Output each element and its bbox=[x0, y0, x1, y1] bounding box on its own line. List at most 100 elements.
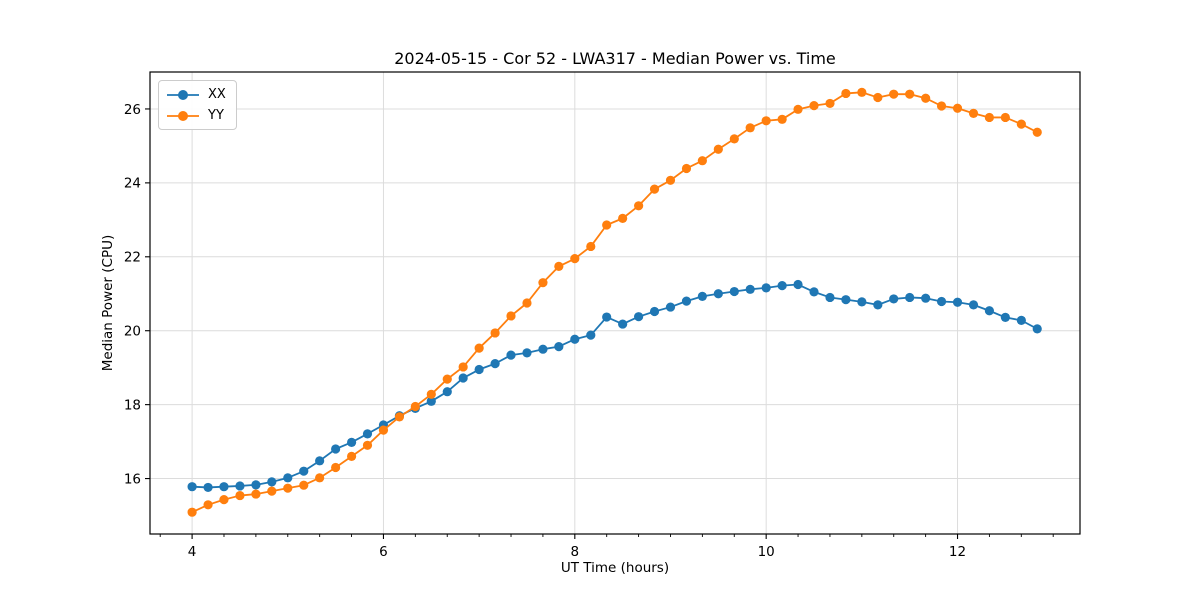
data-point-YY bbox=[857, 87, 867, 97]
data-point-YY bbox=[331, 462, 341, 473]
data-point-YY bbox=[458, 362, 468, 372]
legend-label-xx: XX bbox=[208, 87, 226, 102]
legend-label-yy: YY bbox=[208, 108, 224, 123]
x-tick-label: 4 bbox=[188, 544, 197, 560]
data-point-YY bbox=[665, 175, 676, 185]
data-point-YY bbox=[283, 483, 293, 493]
x-tick-label: 8 bbox=[571, 544, 580, 560]
legend-item-xx: XX bbox=[166, 85, 226, 104]
data-point-YY bbox=[634, 201, 644, 211]
data-point-YY bbox=[410, 401, 420, 412]
data-point-YY bbox=[251, 489, 261, 499]
data-point-XX bbox=[921, 293, 931, 303]
data-point-YY bbox=[761, 116, 771, 126]
data-point-XX bbox=[506, 350, 516, 360]
data-point-XX bbox=[522, 348, 532, 358]
y-tick-label: 22 bbox=[124, 250, 141, 266]
data-point-XX bbox=[873, 300, 883, 310]
data-point-YY bbox=[729, 134, 739, 144]
data-point-XX bbox=[841, 295, 851, 305]
data-point-XX bbox=[729, 286, 739, 297]
data-point-XX bbox=[984, 306, 994, 316]
data-point-XX bbox=[235, 481, 245, 491]
data-point-YY bbox=[586, 241, 596, 252]
data-point-XX bbox=[442, 387, 452, 397]
data-point-XX bbox=[362, 429, 373, 439]
legend-item-yy: YY bbox=[166, 106, 226, 125]
data-point-YY bbox=[809, 101, 819, 111]
data-point-YY bbox=[570, 254, 580, 264]
data-point-YY bbox=[745, 123, 755, 133]
data-point-XX bbox=[538, 344, 548, 354]
legend-marker-sample bbox=[178, 89, 188, 100]
data-point-XX bbox=[602, 312, 612, 322]
data-point-XX bbox=[952, 297, 963, 307]
data-point-YY bbox=[1000, 112, 1010, 123]
x-tick-label: 12 bbox=[949, 544, 966, 560]
data-point-XX bbox=[474, 364, 484, 375]
data-point-XX bbox=[554, 342, 564, 352]
data-point-YY bbox=[442, 374, 452, 384]
data-point-YY bbox=[522, 298, 532, 308]
data-point-YY bbox=[921, 93, 931, 103]
data-point-YY bbox=[618, 213, 628, 223]
data-point-YY bbox=[793, 104, 803, 114]
legend-line-marker-icon bbox=[167, 110, 199, 121]
data-point-XX bbox=[809, 287, 819, 297]
data-point-YY bbox=[984, 112, 994, 123]
legend-marker-sample bbox=[178, 110, 188, 121]
data-point-XX bbox=[634, 312, 644, 322]
data-point-YY bbox=[697, 156, 707, 166]
data-point-YY bbox=[362, 440, 373, 450]
data-point-XX bbox=[570, 334, 580, 344]
data-point-YY bbox=[474, 343, 484, 353]
data-point-XX bbox=[968, 300, 979, 310]
data-point-XX bbox=[1032, 324, 1042, 334]
data-point-YY bbox=[873, 92, 883, 103]
data-point-YY bbox=[825, 98, 835, 109]
data-point-XX bbox=[187, 482, 197, 492]
data-point-XX bbox=[618, 319, 628, 329]
data-point-XX bbox=[857, 297, 867, 307]
y-tick-label: 16 bbox=[124, 471, 141, 487]
data-point-XX bbox=[315, 456, 325, 466]
data-point-YY bbox=[649, 184, 660, 194]
chart-title: 2024-05-15 - Cor 52 - LWA317 - Median Po… bbox=[394, 49, 836, 68]
data-point-XX bbox=[665, 302, 676, 312]
data-point-YY bbox=[235, 490, 245, 501]
y-tick-label: 24 bbox=[124, 176, 141, 192]
data-point-YY bbox=[315, 473, 325, 483]
data-point-XX bbox=[649, 306, 660, 317]
legend: XX YY bbox=[158, 80, 237, 130]
data-point-XX bbox=[299, 466, 309, 476]
data-point-XX bbox=[251, 480, 261, 490]
data-point-XX bbox=[713, 289, 723, 299]
data-point-YY bbox=[426, 389, 436, 399]
data-point-YY bbox=[952, 103, 963, 113]
data-point-YY bbox=[394, 412, 405, 422]
data-point-YY bbox=[889, 89, 899, 99]
x-axis-label: UT Time (hours) bbox=[560, 560, 670, 576]
data-point-YY bbox=[538, 278, 548, 288]
data-point-YY bbox=[203, 500, 213, 510]
data-point-XX bbox=[1016, 315, 1026, 325]
data-point-YY bbox=[905, 89, 915, 99]
data-point-YY bbox=[378, 425, 389, 435]
data-point-YY bbox=[347, 451, 357, 461]
plot-border bbox=[149, 71, 1081, 535]
data-point-YY bbox=[936, 101, 947, 111]
data-point-YY bbox=[602, 220, 612, 230]
data-point-XX bbox=[283, 473, 293, 483]
data-point-YY bbox=[777, 114, 787, 124]
data-point-XX bbox=[586, 330, 596, 340]
data-point-YY bbox=[187, 507, 197, 517]
data-point-XX bbox=[905, 292, 915, 303]
data-point-XX bbox=[793, 279, 803, 290]
data-point-XX bbox=[219, 482, 229, 492]
data-point-XX bbox=[331, 444, 341, 454]
data-point-XX bbox=[777, 281, 787, 291]
y-tick-label: 26 bbox=[124, 102, 141, 118]
data-point-XX bbox=[825, 292, 835, 303]
data-point-XX bbox=[936, 296, 947, 307]
